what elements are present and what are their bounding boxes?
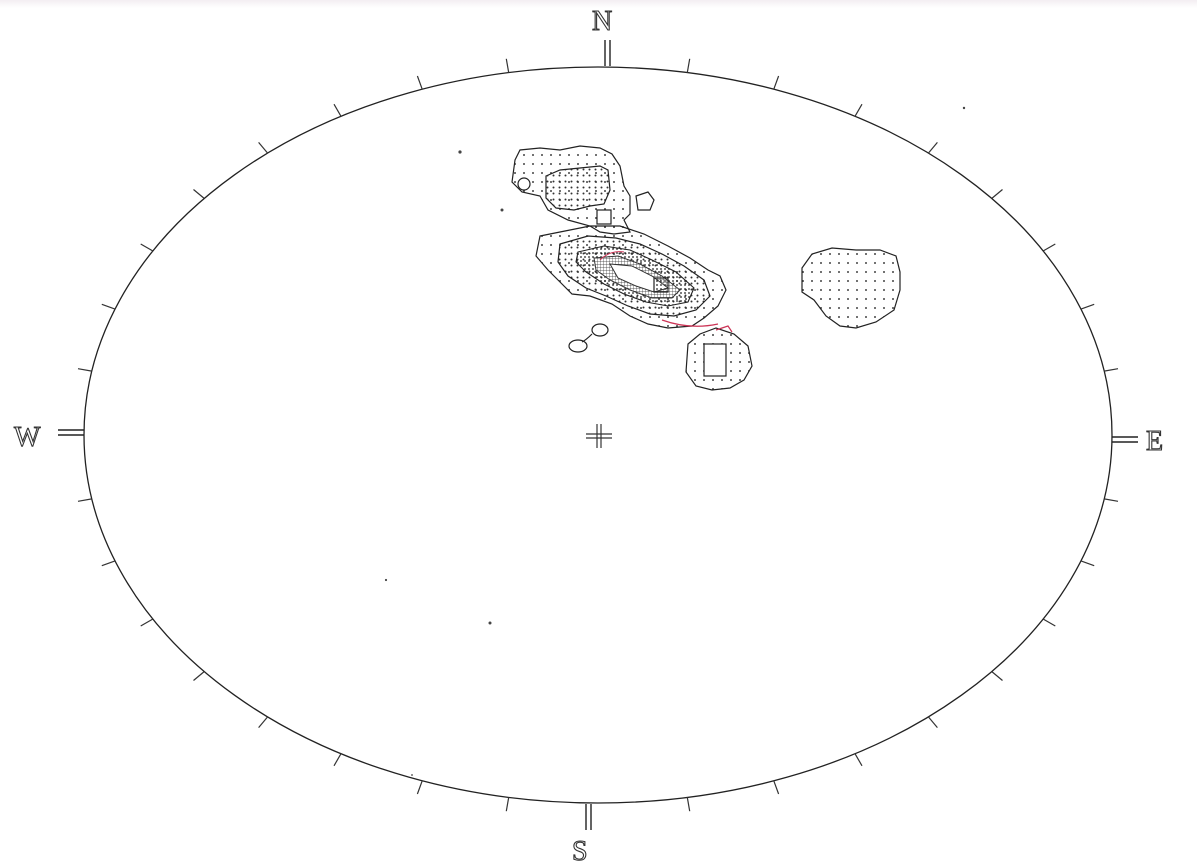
- tick-mark: [927, 142, 938, 154]
- tick-mark: [416, 75, 423, 90]
- tick-mark: [140, 243, 154, 252]
- tick-mark: [1104, 368, 1119, 372]
- tick-mark: [258, 142, 269, 154]
- tick-mark: [333, 103, 342, 117]
- tick-mark: [686, 58, 691, 73]
- tick-mark: [258, 716, 269, 728]
- tick-mark: [193, 189, 205, 199]
- tick-mark: [1104, 498, 1119, 502]
- tick-mark: [101, 560, 116, 567]
- tick-mark: [333, 753, 342, 767]
- tick-mark: [686, 797, 691, 812]
- south-label: S: [572, 836, 588, 864]
- tick-mark: [773, 75, 780, 90]
- small-loops: [568, 323, 609, 353]
- east-patch: [801, 247, 901, 329]
- tick-mark: [991, 189, 1003, 199]
- top-edge-strip: [0, 0, 1197, 8]
- tick-mark: [1080, 303, 1095, 310]
- center-mark: [586, 424, 612, 448]
- tick-mark: [1042, 618, 1056, 627]
- east-label: E: [1146, 426, 1163, 457]
- tick-mark: [193, 671, 205, 681]
- tick-mark: [77, 498, 92, 502]
- tick-mark: [140, 618, 154, 627]
- north-upper-cluster: [511, 145, 655, 235]
- tick-mark: [854, 753, 863, 767]
- tick-mark: [773, 780, 780, 795]
- tick-mark: [416, 780, 423, 795]
- tick-mark: [101, 303, 116, 310]
- west-label: W: [14, 422, 41, 453]
- tick-mark: [1042, 243, 1056, 252]
- tick-mark: [505, 58, 510, 73]
- tick-mark: [991, 671, 1003, 681]
- tick-mark: [854, 103, 863, 117]
- tick-marks: [77, 58, 1119, 812]
- tick-mark: [77, 368, 92, 372]
- tick-mark: [505, 797, 510, 812]
- north-label: N: [592, 6, 612, 37]
- tick-mark: [1080, 560, 1095, 567]
- southeast-patch: [685, 325, 753, 391]
- stray-specks: [384, 106, 966, 776]
- cardinal-marks: [58, 40, 1138, 830]
- tick-mark: [927, 716, 938, 728]
- central-dense-cluster: [535, 225, 727, 329]
